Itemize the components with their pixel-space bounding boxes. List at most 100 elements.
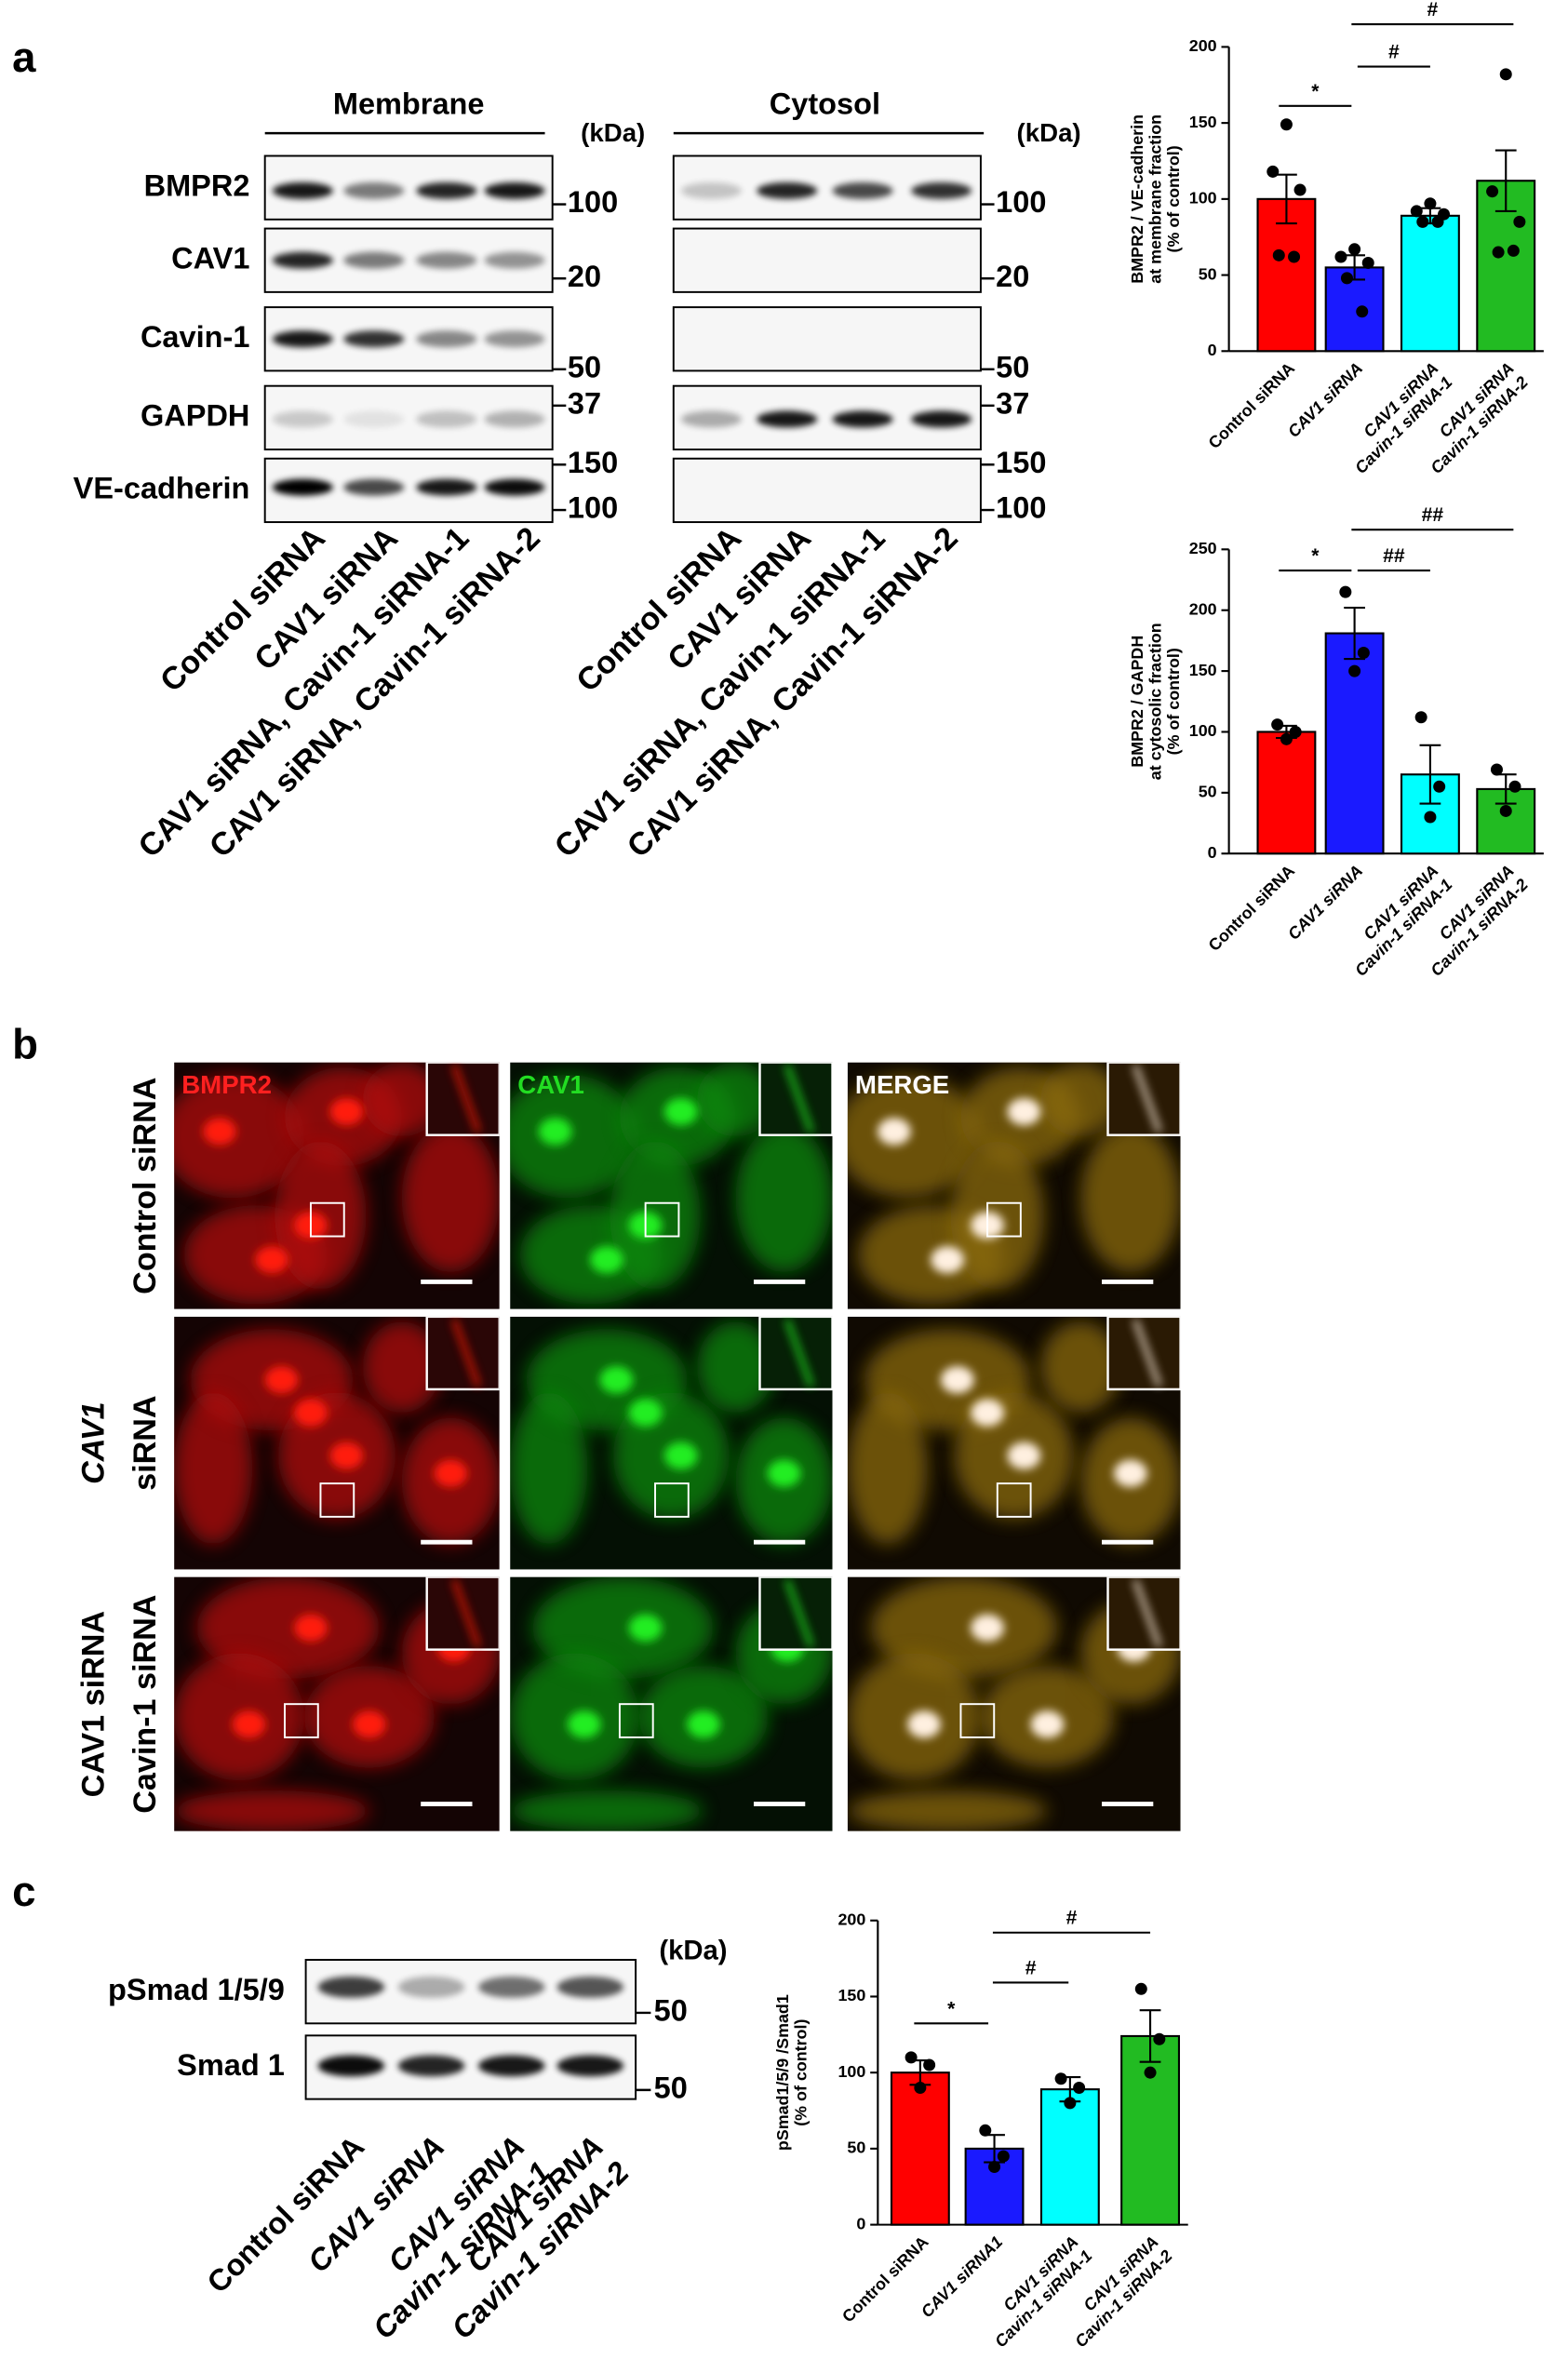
cell bbox=[1040, 1321, 1121, 1414]
cell bbox=[401, 1123, 500, 1272]
y-axis-label: pSmad1/5/9 /Smad1 bbox=[773, 1994, 792, 2151]
significance-label: * bbox=[1311, 81, 1320, 102]
blot-band bbox=[343, 330, 405, 348]
nucleus bbox=[931, 1246, 965, 1274]
y-axis-label: (% of control) bbox=[1164, 648, 1183, 755]
data-point bbox=[1064, 2097, 1077, 2110]
blot-row-label: CAV1 bbox=[171, 241, 249, 275]
data-point bbox=[1153, 2032, 1166, 2045]
data-point bbox=[1492, 246, 1505, 259]
data-point bbox=[979, 2124, 992, 2137]
y-tick-label: 50 bbox=[1199, 783, 1217, 801]
significance-label: # bbox=[1025, 1957, 1037, 1978]
size-marker: 100 bbox=[996, 185, 1046, 219]
condition-label: siRNA bbox=[127, 1395, 163, 1490]
data-point bbox=[1340, 272, 1353, 285]
blot-group-title: Cytosol bbox=[770, 87, 880, 120]
y-tick-label: 150 bbox=[1189, 113, 1217, 131]
blot-band bbox=[911, 181, 972, 199]
blot-band bbox=[272, 478, 333, 496]
data-point bbox=[1280, 732, 1293, 745]
nucleus bbox=[294, 1614, 328, 1642]
y-tick-label: 250 bbox=[1189, 539, 1217, 557]
x-tick-label: Control siRNA bbox=[1205, 861, 1299, 955]
x-tick-label: Control siRNA bbox=[838, 2232, 932, 2326]
panel-label: b bbox=[12, 1020, 38, 1067]
panel-label: a bbox=[12, 34, 36, 81]
panel-label: c bbox=[12, 1868, 35, 1915]
micrograph bbox=[847, 1062, 1181, 1309]
data-point bbox=[923, 2058, 936, 2071]
data-point bbox=[1339, 585, 1352, 598]
data-point bbox=[1289, 725, 1302, 738]
nucleus bbox=[971, 1614, 1004, 1642]
cell bbox=[532, 1576, 714, 1679]
condition-label: CAV1 siRNA bbox=[76, 1611, 112, 1797]
nucleus bbox=[628, 1399, 663, 1427]
bar bbox=[1256, 731, 1317, 855]
y-tick-label: 100 bbox=[838, 2062, 865, 2081]
blot-band bbox=[343, 181, 405, 199]
blot-row-label: pSmad 1/5/9 bbox=[108, 1973, 285, 2006]
bar bbox=[1400, 214, 1460, 353]
cell bbox=[697, 1321, 775, 1414]
y-axis-label: at cytosolic fraction bbox=[1146, 623, 1164, 780]
channel-label: BMPR2 bbox=[181, 1070, 272, 1099]
blot-frame bbox=[672, 457, 982, 524]
blot-band bbox=[317, 2055, 385, 2077]
data-point bbox=[1357, 646, 1370, 659]
cell bbox=[847, 1074, 981, 1199]
cell bbox=[174, 1790, 369, 1831]
micrograph bbox=[847, 1576, 1181, 1831]
cell bbox=[847, 1790, 1048, 1831]
blot-band bbox=[757, 410, 818, 428]
blot-band bbox=[416, 330, 477, 348]
y-tick-label: 200 bbox=[1189, 36, 1217, 55]
size-marker: 50 bbox=[568, 350, 601, 383]
y-tick-label: 100 bbox=[1189, 721, 1217, 740]
significance-label: ## bbox=[1422, 504, 1444, 526]
cell bbox=[510, 1074, 639, 1199]
roi-box bbox=[996, 1482, 1032, 1518]
data-point bbox=[1486, 185, 1499, 198]
significance-label: # bbox=[1066, 1908, 1078, 1929]
blot-frame bbox=[672, 306, 982, 372]
blot-row-label: BMPR2 bbox=[144, 168, 250, 202]
nucleus bbox=[567, 1710, 601, 1738]
roi-box bbox=[654, 1482, 690, 1518]
inset-structure bbox=[450, 1319, 482, 1388]
nucleus bbox=[329, 1441, 364, 1469]
nucleus bbox=[767, 1459, 801, 1487]
inset-structure bbox=[1132, 1064, 1162, 1133]
roi-box bbox=[644, 1201, 680, 1238]
blot-band bbox=[343, 251, 405, 269]
data-point bbox=[1348, 664, 1361, 677]
size-marker: 20 bbox=[996, 260, 1029, 293]
bar bbox=[890, 2071, 950, 2226]
data-point bbox=[1508, 780, 1521, 793]
micrograph bbox=[510, 1316, 833, 1570]
cell bbox=[1080, 1123, 1181, 1272]
nucleus bbox=[353, 1710, 386, 1738]
y-tick-label: 0 bbox=[1208, 843, 1217, 862]
significance-label: * bbox=[1311, 545, 1320, 567]
y-axis-label: BMPR2 / GAPDH bbox=[1128, 636, 1146, 768]
micrograph bbox=[174, 1576, 500, 1831]
condition-label: Cavin-1 siRNA bbox=[127, 1595, 163, 1814]
data-point bbox=[1288, 250, 1301, 263]
bar bbox=[1324, 632, 1385, 855]
channel-label: CAV1 bbox=[517, 1070, 584, 1099]
channel-label: MERGE bbox=[855, 1070, 949, 1099]
blot-band bbox=[416, 181, 477, 199]
y-tick-label: 200 bbox=[1189, 599, 1217, 618]
blot-band bbox=[343, 410, 405, 428]
data-point bbox=[997, 2150, 1010, 2163]
blot-band bbox=[272, 410, 333, 428]
y-tick-label: 0 bbox=[1208, 341, 1217, 359]
blot-band bbox=[477, 2055, 545, 2077]
micrograph bbox=[174, 1316, 500, 1570]
size-marker: 100 bbox=[568, 185, 618, 219]
blot-band bbox=[416, 251, 477, 269]
nucleus bbox=[628, 1614, 663, 1642]
